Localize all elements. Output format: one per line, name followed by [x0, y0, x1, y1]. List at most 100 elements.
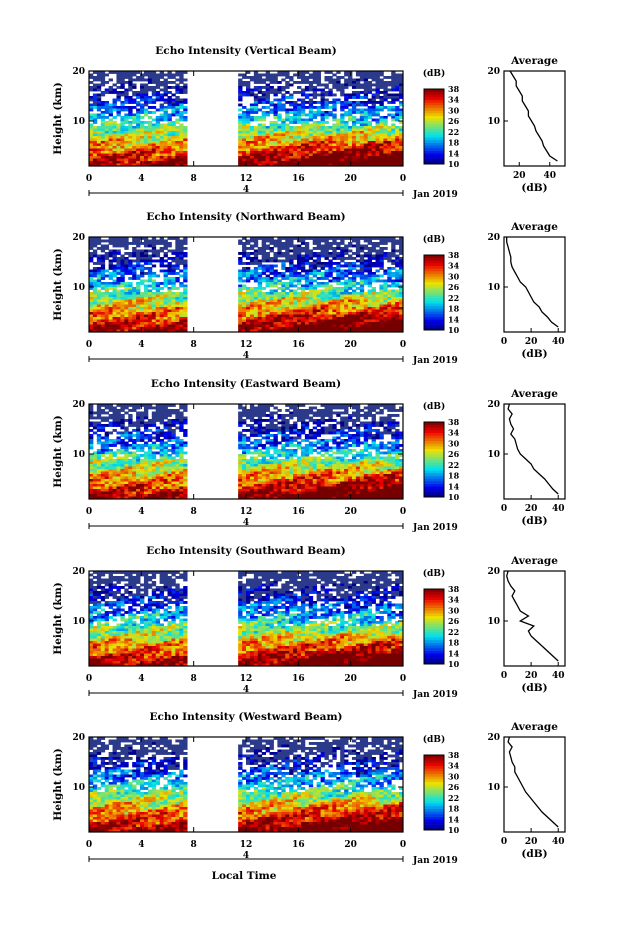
heatmap-cell [387, 289, 392, 293]
heatmap-cell [147, 314, 153, 318]
heatmap-cell [120, 322, 125, 325]
heatmap-cell [395, 327, 400, 330]
heatmap-cell [238, 419, 243, 422]
heatmap-cell [375, 91, 380, 94]
heatmap-cell [391, 116, 396, 119]
heatmap-cell [257, 297, 263, 300]
heatmap-cell [367, 317, 373, 320]
heatmap-cell [277, 136, 282, 139]
heatmap-cell [332, 309, 337, 313]
heatmap-cell [344, 262, 349, 265]
heatmap-cell [320, 262, 325, 265]
heatmap-cell [120, 307, 125, 310]
heatmap-cell [179, 123, 184, 127]
heatmap-cell [246, 409, 251, 412]
heatmap-cell [277, 98, 282, 102]
heatmap-cell [253, 143, 259, 147]
heatmap-cell [124, 244, 129, 248]
heatmap-cell [304, 299, 310, 303]
heatmap-cell [351, 404, 357, 407]
heatmap-cell [344, 146, 349, 149]
heatmap-cell [387, 237, 392, 240]
heatmap-cell [140, 327, 145, 330]
heatmap-cell [120, 277, 125, 280]
heatmap-cell [375, 304, 380, 308]
heatmap-cell [151, 78, 157, 82]
heatmap-cell [179, 156, 184, 159]
heatmap-cell [183, 329, 188, 333]
heatmap-cell [316, 121, 321, 124]
heatmap-cell [383, 98, 388, 102]
heatmap-cell [344, 106, 349, 109]
heatmap-cell [363, 237, 369, 240]
heatmap-cell [328, 317, 333, 320]
heatmap-cell [136, 161, 141, 164]
heatmap-cell [112, 249, 117, 253]
heatmap-cell [399, 269, 404, 273]
heatmap-cell [312, 113, 318, 117]
heatmap-cell [316, 151, 321, 154]
heatmap-cell [238, 279, 243, 283]
heatmap-cell [332, 294, 337, 298]
heatmap-cell [89, 156, 94, 159]
heatmap-cell [155, 163, 161, 167]
heatmap-cell [140, 264, 145, 268]
heatmap-cell [379, 118, 384, 122]
heatmap-cell [289, 76, 294, 79]
heatmap-cell [355, 292, 361, 295]
heatmap-cell [391, 327, 396, 330]
heatmap-cell [159, 292, 164, 295]
heatmap-cell [171, 249, 176, 253]
heatmap-cell [140, 252, 145, 255]
heatmap-cell [269, 264, 274, 268]
heatmap-cell [179, 91, 184, 94]
heatmap-cell [308, 322, 314, 325]
heatmap-cell [344, 302, 349, 305]
heatmap-cell [246, 289, 251, 293]
heatmap-cell [351, 158, 357, 162]
heatmap-cell [281, 282, 286, 285]
heatmap-cell [281, 254, 286, 258]
heatmap-cell [277, 259, 282, 263]
heatmap-cell [238, 116, 243, 119]
heatmap-cell [179, 78, 184, 82]
heatmap-cell [304, 106, 310, 109]
heatmap-cell [312, 73, 318, 77]
heatmap-cell [269, 138, 274, 142]
heatmap-cell [289, 257, 294, 260]
heatmap-cell [304, 93, 310, 97]
heatmap-cell [312, 151, 318, 154]
heatmap-cell [108, 284, 113, 288]
heatmap-cell [395, 259, 400, 263]
heatmap-cell [277, 312, 282, 315]
heatmap-cell [151, 416, 157, 420]
heatmap-cell [112, 419, 117, 422]
heatmap-cell [387, 297, 392, 300]
heatmap-cell [163, 113, 168, 117]
heatmap-cell [257, 312, 263, 315]
heatmap-cell [289, 431, 294, 435]
colorbar-tick-label: 30 [448, 271, 460, 281]
heatmap-cell [167, 264, 172, 268]
heatmap-cell [257, 126, 263, 129]
colorbar-tick-label: 26 [448, 282, 460, 292]
heatmap-cell [89, 322, 94, 325]
heatmap-cell [363, 279, 369, 283]
heatmap-cell [124, 136, 129, 139]
avg-y-tick-label: 20 [487, 67, 500, 77]
heatmap-cell [387, 146, 392, 149]
heatmap-cell [293, 108, 298, 112]
heatmap-cell [128, 108, 133, 112]
heatmap-cell [163, 91, 168, 94]
avg-y-tick-label: 20 [487, 233, 500, 243]
heatmap-cell [104, 309, 110, 313]
heatmap-cell [340, 299, 345, 303]
heatmap-cell [147, 429, 153, 432]
heatmap-cell [273, 406, 278, 410]
heatmap-cell [89, 247, 94, 250]
heatmap-cell [359, 244, 365, 248]
heatmap-cell [285, 151, 290, 154]
heatmap-cell [151, 309, 157, 313]
heatmap-cell [375, 277, 380, 280]
heatmap-cell [289, 404, 294, 407]
